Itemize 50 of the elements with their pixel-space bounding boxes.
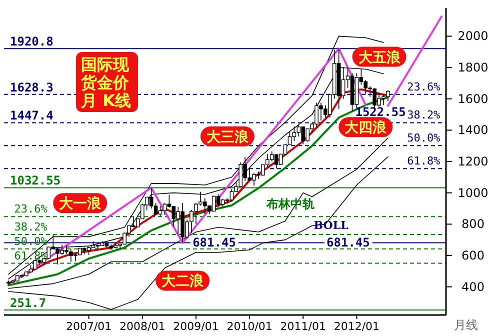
candlestick bbox=[162, 202, 167, 216]
annotation: 38.2% bbox=[14, 220, 48, 234]
ref-line-label: 1920.8 bbox=[10, 34, 54, 49]
candlestick bbox=[158, 206, 162, 217]
candlestick bbox=[301, 126, 306, 145]
annotation: 681.45 bbox=[192, 236, 236, 250]
candlestick bbox=[364, 80, 368, 96]
x-tick-label: 2012/01 bbox=[334, 320, 380, 333]
y-tick-label: 1000 bbox=[458, 186, 488, 200]
x-tick-label: 2007/01 bbox=[66, 320, 112, 333]
x-tick-label: 2008/01 bbox=[120, 320, 166, 333]
annotation: 23.6% bbox=[407, 80, 441, 94]
annotation: 681.45 bbox=[326, 236, 370, 250]
ref-line-label: 1032.55 bbox=[10, 174, 61, 188]
annotation: 61.8% bbox=[407, 154, 441, 168]
y-tick-label: 2000 bbox=[458, 29, 488, 44]
x-tick-label: 2011/01 bbox=[280, 320, 326, 333]
y-tick-label: 1400 bbox=[458, 123, 488, 138]
candlestick bbox=[230, 188, 234, 202]
ref-line-label: 1447.4 bbox=[10, 108, 54, 123]
annotation: 50.0% bbox=[407, 132, 441, 145]
candlestick bbox=[274, 154, 278, 169]
annotation: BOLL bbox=[314, 219, 349, 232]
text: 国际现货金价月 K线 bbox=[80, 55, 131, 110]
candlestick bbox=[172, 206, 176, 227]
x-axis-title: 月线 bbox=[454, 318, 478, 332]
y-tick-label: 800 bbox=[462, 217, 484, 232]
candlestick bbox=[292, 126, 296, 142]
y-tick-label: 400 bbox=[462, 280, 484, 294]
y-tick-label: 1200 bbox=[458, 154, 488, 168]
annotation: 大四浪 bbox=[344, 119, 388, 136]
candlestick bbox=[33, 260, 38, 270]
candlestick bbox=[296, 124, 301, 137]
candlestick bbox=[212, 195, 216, 212]
y-tick-label: 600 bbox=[462, 248, 484, 262]
annotation: 大一浪 bbox=[59, 195, 102, 212]
candlestick bbox=[216, 194, 220, 208]
ref-line-label: 1628.3 bbox=[10, 80, 54, 94]
annotation: 23.6% bbox=[14, 202, 48, 216]
ref-line-label: 251.7 bbox=[10, 296, 46, 310]
annotation: 大二浪 bbox=[162, 272, 205, 290]
annotation: 38.2% bbox=[407, 108, 441, 122]
x-tick-label: 2010/01 bbox=[226, 320, 272, 333]
line-series bbox=[8, 156, 388, 310]
y-tick-label: 1600 bbox=[458, 92, 488, 106]
x-tick-label: 2009/01 bbox=[173, 320, 219, 333]
annotation: 1522.55 bbox=[355, 104, 406, 119]
y-tick-label: 1800 bbox=[458, 60, 488, 75]
annotation: 大五浪 bbox=[358, 48, 402, 66]
annotation: 大三浪 bbox=[206, 128, 250, 146]
